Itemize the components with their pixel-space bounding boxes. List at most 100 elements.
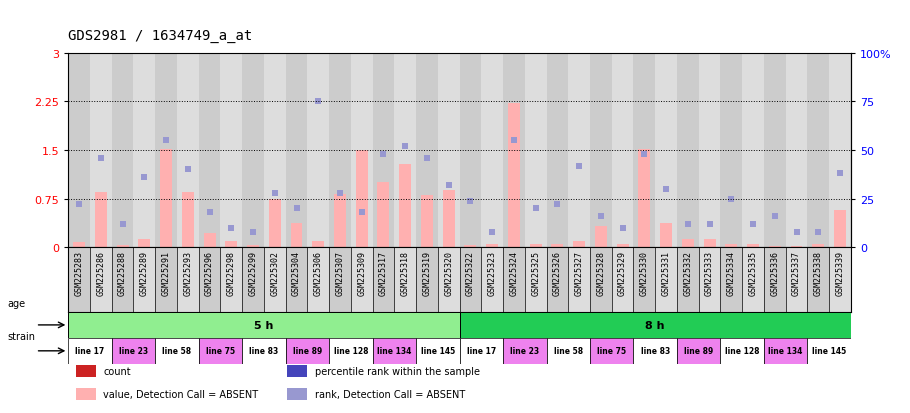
Bar — [633, 54, 655, 247]
Bar — [703, 240, 715, 247]
Point — [376, 151, 390, 158]
Bar — [247, 246, 259, 247]
Bar — [769, 246, 781, 247]
Bar — [547, 54, 568, 247]
Bar — [460, 338, 503, 364]
Bar — [612, 54, 633, 247]
Bar — [525, 54, 547, 247]
Bar — [785, 54, 807, 247]
Bar — [547, 247, 568, 312]
Bar — [220, 247, 242, 312]
Text: GSM225333: GSM225333 — [705, 251, 714, 296]
Bar — [356, 151, 368, 247]
Bar — [112, 54, 134, 247]
Bar — [116, 246, 128, 247]
Bar — [204, 233, 216, 247]
Bar — [481, 54, 503, 247]
Bar — [677, 247, 699, 312]
Text: GSM225289: GSM225289 — [140, 251, 149, 296]
Text: GSM225298: GSM225298 — [227, 251, 236, 296]
Text: GSM225331: GSM225331 — [662, 251, 671, 296]
Bar — [747, 244, 759, 247]
Bar — [138, 240, 150, 247]
Point — [289, 206, 304, 212]
Text: GSM225337: GSM225337 — [792, 251, 801, 296]
Text: GSM225317: GSM225317 — [379, 251, 388, 296]
Text: GSM225339: GSM225339 — [835, 251, 844, 296]
Point — [72, 202, 86, 208]
Bar — [112, 338, 156, 364]
Bar — [590, 338, 633, 364]
Bar — [156, 338, 198, 364]
Bar — [633, 247, 655, 312]
Bar — [743, 54, 763, 247]
Bar — [699, 54, 721, 247]
Bar — [442, 191, 455, 247]
Point — [441, 182, 456, 189]
Text: GSM225286: GSM225286 — [96, 251, 106, 296]
Point — [398, 143, 412, 150]
Bar — [807, 54, 829, 247]
Bar — [438, 247, 460, 312]
Point — [507, 138, 521, 144]
Bar — [73, 242, 86, 247]
Text: 5 h: 5 h — [254, 320, 274, 330]
Bar — [177, 54, 198, 247]
Point — [571, 163, 586, 169]
Bar — [182, 192, 194, 247]
Bar — [90, 54, 112, 247]
Text: line 83: line 83 — [641, 347, 670, 356]
Text: GSM225306: GSM225306 — [314, 251, 323, 296]
Point — [137, 174, 152, 181]
Bar — [421, 196, 433, 247]
Bar — [763, 247, 785, 312]
Point — [615, 225, 630, 231]
Bar — [416, 247, 438, 312]
Point — [593, 213, 608, 220]
Bar — [329, 54, 351, 247]
Text: GSM225328: GSM225328 — [596, 251, 605, 296]
Point — [767, 213, 782, 220]
Bar — [308, 54, 329, 247]
Bar — [286, 247, 308, 312]
Text: GSM225326: GSM225326 — [553, 251, 561, 296]
Text: GSM225320: GSM225320 — [444, 251, 453, 296]
Text: GSM225322: GSM225322 — [466, 251, 475, 296]
Text: GSM225296: GSM225296 — [205, 251, 214, 296]
Text: GSM225327: GSM225327 — [574, 251, 583, 296]
Bar — [198, 247, 220, 312]
Text: GSM225283: GSM225283 — [75, 251, 84, 296]
Bar — [416, 338, 460, 364]
Point — [463, 198, 478, 204]
Text: GSM225293: GSM225293 — [183, 251, 192, 296]
Point — [529, 206, 543, 212]
Bar — [372, 338, 416, 364]
Bar — [177, 247, 198, 312]
Text: line 58: line 58 — [553, 347, 582, 356]
Point — [789, 229, 804, 235]
Point — [180, 167, 195, 173]
Bar — [286, 54, 308, 247]
Bar — [372, 247, 394, 312]
Text: line 89: line 89 — [684, 347, 713, 356]
Text: GSM225335: GSM225335 — [749, 251, 757, 296]
Bar — [68, 312, 460, 338]
Bar — [112, 247, 134, 312]
Text: strain: strain — [7, 332, 35, 342]
Point — [246, 229, 260, 235]
Text: line 89: line 89 — [293, 347, 322, 356]
Text: rank, Detection Call = ABSENT: rank, Detection Call = ABSENT — [315, 389, 465, 399]
Text: GSM225309: GSM225309 — [358, 251, 366, 296]
Bar — [655, 54, 677, 247]
Bar — [743, 247, 763, 312]
Text: GSM225330: GSM225330 — [640, 251, 649, 296]
Point — [637, 151, 652, 158]
Bar — [590, 54, 612, 247]
Bar — [76, 388, 96, 400]
Bar — [721, 338, 763, 364]
Text: GSM225323: GSM225323 — [488, 251, 497, 296]
Text: percentile rank within the sample: percentile rank within the sample — [315, 366, 480, 376]
Point — [724, 196, 739, 202]
Bar — [503, 338, 547, 364]
Text: line 128: line 128 — [334, 347, 369, 356]
